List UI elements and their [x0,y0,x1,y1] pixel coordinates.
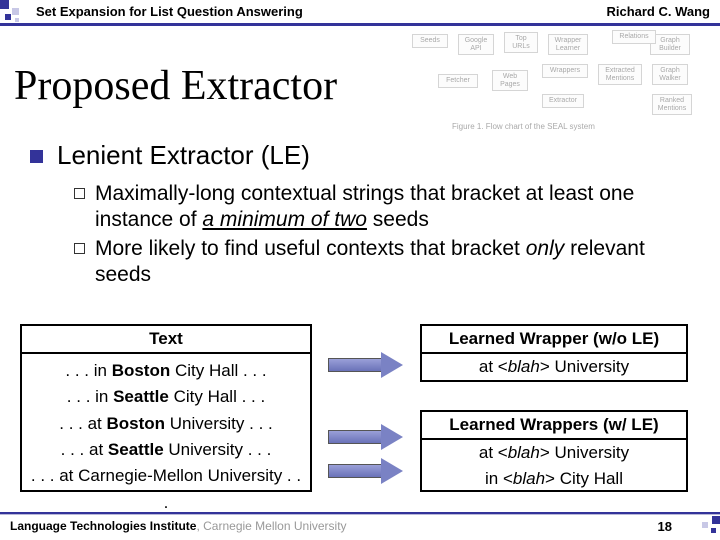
text-box-header: Text [22,326,310,354]
arrow-icon [328,458,404,484]
header-decoration [0,0,30,26]
box-line: in <blah> City Hall [422,466,686,492]
arrow-icon [328,424,404,450]
bullet-square-icon [30,150,43,163]
section-heading-text: Lenient Extractor (LE) [57,140,310,171]
footer-decoration [680,516,720,540]
header: Set Expansion for List Question Answerin… [0,0,720,26]
box-line: at <blah> University [422,440,686,466]
wrapper-with-le-box: Learned Wrappers (w/ LE) at <blah> Unive… [420,410,688,492]
footer-org: Language Technologies Institute, Carnegi… [10,519,347,533]
box-header: Learned Wrappers (w/ LE) [422,412,686,440]
box-header: Learned Wrapper (w/o LE) [422,326,686,354]
body-content: Lenient Extractor (LE) Maximally-long co… [30,140,702,291]
page-number: 18 [658,519,672,534]
bullet-text: Maximally-long contextual strings that b… [95,181,702,232]
arrow-icon [328,352,404,378]
slide-title: Proposed Extractor [14,62,337,110]
bullet-item: More likely to find useful contexts that… [74,236,702,287]
header-title: Set Expansion for List Question Answerin… [36,4,303,19]
background-diagram: Seeds GoogleAPI TopURLs WrapperLearner G… [412,34,702,144]
bullet-text: More likely to find useful contexts that… [95,236,702,287]
footer: Language Technologies Institute, Carnegi… [0,512,720,540]
text-box: Text . . . in Boston City Hall . . . . .… [20,324,312,492]
header-author: Richard C. Wang [606,4,710,19]
bullet-open-icon [74,188,85,199]
text-box-lines: . . . in Boston City Hall . . . . . . in… [22,354,310,520]
section-heading: Lenient Extractor (LE) [30,140,702,171]
bullet-item: Maximally-long contextual strings that b… [74,181,702,232]
box-line: at <blah> University [422,354,686,380]
wrapper-without-le-box: Learned Wrapper (w/o LE) at <blah> Unive… [420,324,688,382]
bullet-open-icon [74,243,85,254]
